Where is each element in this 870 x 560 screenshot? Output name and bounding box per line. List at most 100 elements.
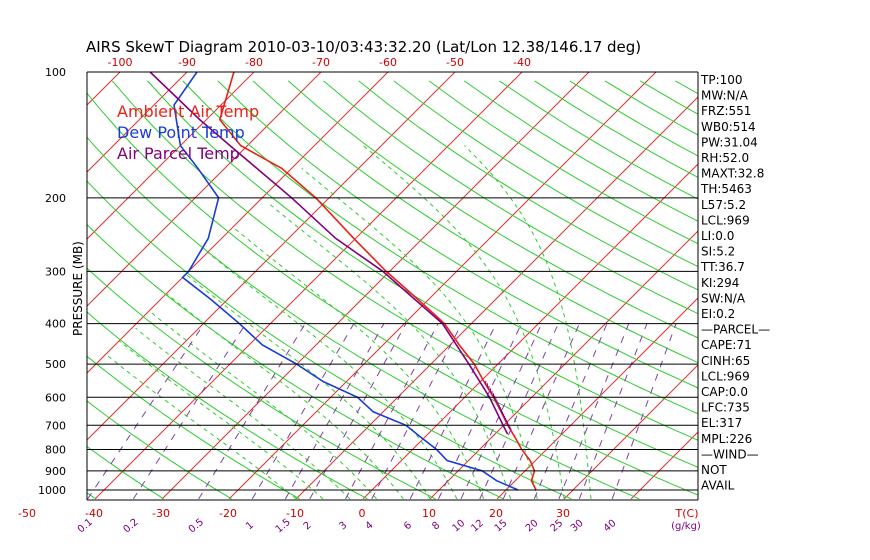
mixing-ratio-tick-label: 2 (302, 520, 314, 533)
bottom-temp-tick-label: -30 (152, 507, 170, 520)
stat-line: LCL:969 (701, 369, 750, 383)
stat-line: RH:52.0 (701, 151, 749, 165)
mixing-ratio-tick-label: 6 (402, 520, 414, 533)
cape-hatch (501, 411, 504, 416)
mixing-ratio-line (558, 323, 630, 500)
dew-point-temp-line (173, 72, 519, 491)
dry-adiabat-line (323, 80, 698, 315)
bottom-temp-tick-label: 30 (556, 507, 570, 520)
cape-hatch (500, 409, 503, 414)
mixing-ratio-tick-label: 8 (430, 520, 442, 533)
cape-hatch (504, 415, 506, 421)
mixing-ratio-line (309, 323, 407, 500)
stat-line: MPL:226 (701, 432, 752, 446)
dry-adiabat-line (182, 80, 698, 415)
chart-title: AIRS SkewT Diagram 2010-03-10/03:43:32.2… (86, 38, 641, 56)
stat-line: —WIND— (701, 447, 759, 461)
stat-line: SI:5.2 (701, 245, 735, 259)
stat-line: KI:294 (701, 276, 739, 290)
legend-entry: Ambient Air Temp (117, 102, 259, 121)
top-temp-tick-label: -40 (513, 56, 531, 69)
dry-adiabat-line (87, 136, 640, 500)
stat-line: CAPE:71 (701, 338, 752, 352)
dry-adiabat-line (87, 311, 368, 500)
dry-adiabat-line (252, 80, 698, 364)
cape-hatch (509, 426, 512, 431)
dry-adiabat-line (746, 81, 870, 499)
stat-line: AVAIL (701, 479, 735, 493)
dry-adiabat-line (463, 80, 698, 222)
mixing-ratio-tick-label: 12 (469, 518, 486, 535)
bottom-temp-tick-label: 0 (359, 507, 366, 520)
bottom-temp-tick-label: -50 (18, 507, 36, 520)
pressure-tick-label: 500 (45, 358, 66, 371)
mixing-ratio-line (132, 323, 247, 500)
cape-hatch (499, 407, 502, 412)
isotherm-line (362, 163, 698, 500)
dry-adiabat-line (87, 267, 436, 500)
moist-adiabat-line (106, 354, 297, 500)
mixing-ratio-line (578, 323, 648, 500)
isotherm-line (87, 72, 255, 240)
mixing-ratio-tick-label: 1 (244, 520, 256, 533)
dry-adiabat-line (87, 400, 232, 500)
top-temp-tick-label: -50 (446, 56, 464, 69)
cape-hatch (502, 413, 505, 418)
moist-adiabat-line (135, 327, 351, 500)
mixing-ratio-unit: (g/kg) (671, 521, 701, 532)
dry-adiabat-line (147, 80, 698, 441)
stat-line: WB0:514 (701, 120, 756, 134)
dry-adiabat-line (499, 80, 698, 200)
stat-line: EL:317 (701, 416, 742, 430)
dry-adiabat-line (393, 80, 698, 268)
stat-line: LCL:969 (701, 213, 750, 227)
moist-adiabat-line (232, 226, 485, 500)
isotherm-line (496, 297, 698, 500)
moist-adiabat-line (207, 251, 458, 500)
isotherm-line (429, 230, 698, 500)
moist-adiabat-line (150, 311, 377, 500)
mixing-ratio-tick-label: 10 (450, 518, 467, 535)
bottom-temp-tick-label: 20 (489, 507, 503, 520)
isotherm-line (0, 72, 53, 499)
mixing-ratio-tick-label: 15 (493, 518, 510, 535)
isotherm-line (87, 72, 121, 106)
mixing-ratio-tick-label: 0.2 (121, 517, 140, 536)
pressure-tick-label: 100 (45, 66, 66, 79)
mixing-ratio-line (479, 323, 559, 500)
stat-line: PW:31.04 (701, 135, 758, 149)
y-axis-label: PRESSURE (MB) (71, 241, 85, 336)
mixing-ratio-line (345, 323, 439, 500)
top-temp-tick-label: -60 (379, 56, 397, 69)
moist-adiabat-line (267, 201, 511, 500)
pressure-tick-label: 900 (45, 465, 66, 478)
stat-line: MAXT:32.8 (701, 167, 764, 181)
stat-line: LI:0.0 (701, 229, 734, 243)
cape-hatch (506, 420, 508, 425)
bottom-temp-tick-label: -10 (286, 507, 304, 520)
mixing-ratio-line (438, 323, 522, 500)
mixing-ratio-line (502, 323, 580, 500)
pressure-tick-label: 800 (45, 443, 66, 456)
mixing-ratio-tick-label: 0.5 (187, 517, 206, 536)
ambient-air-temp-line (218, 72, 537, 491)
stat-line: TH:5463 (700, 182, 752, 196)
legend-entry: Air Parcel Temp (117, 144, 240, 163)
isotherm-line (87, 72, 322, 307)
stat-line: —PARCEL— (701, 323, 770, 337)
mixing-ratio-tick-label: 30 (569, 518, 586, 535)
isotherm-line (87, 72, 389, 374)
mixing-ratio-line (284, 323, 385, 500)
isotherm-line (228, 72, 657, 500)
dry-adiabat-line (781, 81, 870, 499)
stat-line: CAP:0.0 (701, 385, 748, 399)
stat-line: EI:0.2 (701, 307, 735, 321)
mixing-ratio-line (611, 323, 677, 500)
pressure-tick-label: 1000 (38, 484, 66, 497)
dry-adiabat-line (87, 355, 300, 500)
stat-line: MW:N/A (701, 89, 749, 103)
isotherm-line (295, 96, 698, 500)
dry-adiabat-line (287, 80, 698, 339)
isotherm-line (765, 72, 870, 499)
